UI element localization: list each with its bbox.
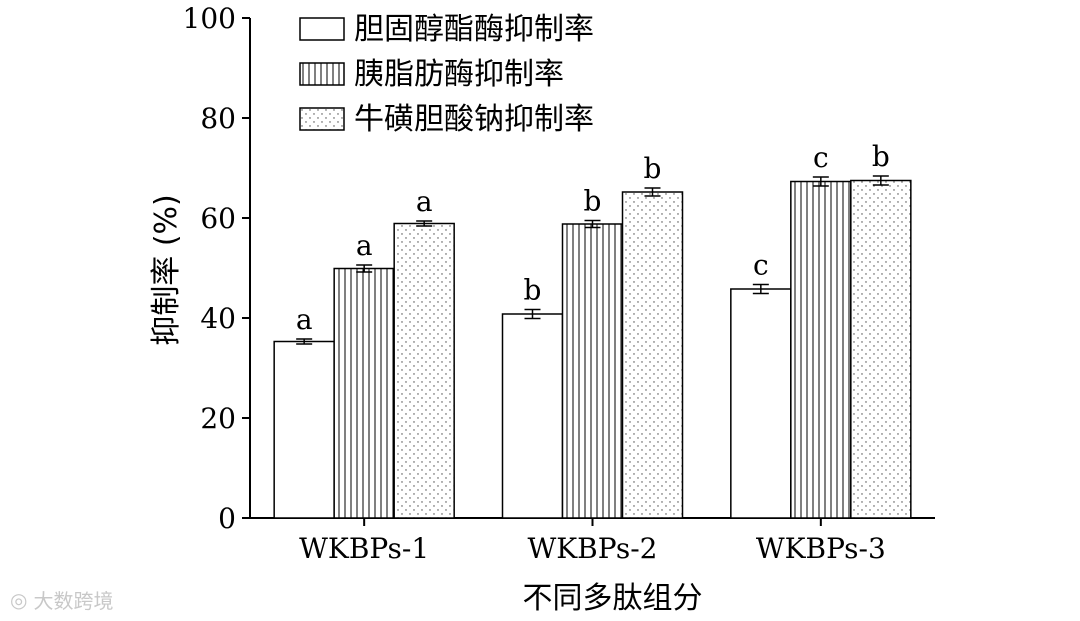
y-axis-title: 抑制率 (%)	[149, 194, 184, 345]
y-tick-label: 60	[200, 202, 236, 235]
y-tick-label: 20	[200, 402, 236, 435]
bar	[730, 288, 792, 519]
bar	[561, 223, 624, 519]
bar	[393, 222, 455, 519]
significance-label: b	[644, 152, 662, 185]
y-tick-label: 80	[200, 102, 236, 135]
significance-label: c	[813, 141, 829, 174]
x-tick-label: WKBPs-3	[756, 532, 886, 565]
legend-swatch	[299, 17, 345, 41]
legend-swatch	[299, 62, 345, 86]
y-tick-label: 0	[218, 502, 236, 535]
bar	[333, 267, 395, 519]
significance-label: b	[872, 140, 890, 173]
bars: a a a b b b c c b	[273, 140, 912, 519]
watermark-text: 大数跨境	[33, 589, 114, 613]
bar	[850, 179, 912, 519]
legend-label: 胰脂肪酶抑制率	[354, 57, 564, 92]
legend-label: 胆固醇酯酶抑制率	[354, 12, 594, 47]
x-axis-title: 不同多肽组分	[523, 581, 703, 616]
significance-label: a	[356, 229, 373, 262]
x-tick-label: WKBPs-2	[527, 532, 657, 565]
wechat-icon: ◎	[10, 587, 28, 612]
y-tick-label: 100	[183, 2, 236, 35]
watermark: ◎ 大数跨境	[10, 585, 113, 614]
bar	[501, 313, 564, 519]
bar	[273, 340, 335, 519]
legend-label: 牛磺胆酸钠抑制率	[354, 102, 594, 137]
x-tick-label: WKBPs-1	[299, 532, 429, 565]
bar	[790, 180, 852, 519]
significance-label: b	[584, 185, 602, 218]
axes: 0 20 40 60 80 100 抑制率 (%) 不同多肽组分 WKBPs-1 WKBPs-2 W…	[149, 2, 935, 616]
legend-swatch	[299, 107, 345, 131]
significance-label: a	[296, 303, 313, 336]
significance-label: a	[416, 185, 433, 218]
bar	[621, 191, 684, 519]
y-tick-label: 40	[200, 302, 236, 335]
significance-label: c	[753, 249, 769, 282]
significance-label: b	[524, 274, 542, 307]
